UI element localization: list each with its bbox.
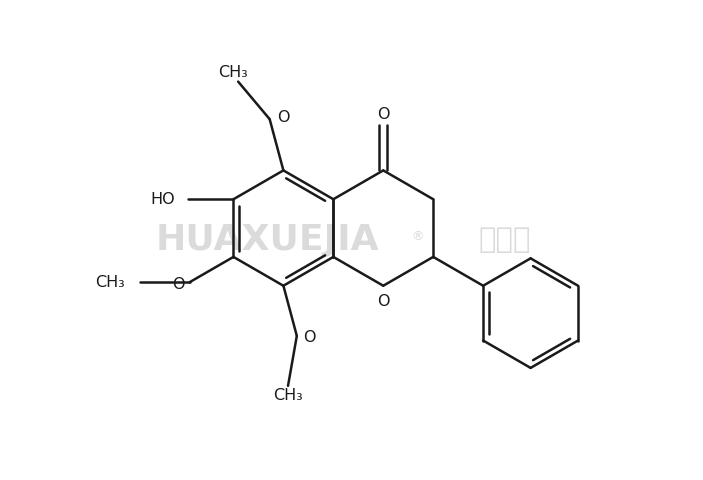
Text: HO: HO xyxy=(150,192,174,207)
Text: O: O xyxy=(303,330,315,345)
Text: O: O xyxy=(377,294,389,309)
Text: CH₃: CH₃ xyxy=(273,388,303,403)
Text: ®: ® xyxy=(412,230,424,243)
Text: 化学加: 化学加 xyxy=(479,226,531,254)
Text: O: O xyxy=(377,107,389,122)
Text: CH₃: CH₃ xyxy=(95,275,124,290)
Text: HUAXUEJIA: HUAXUEJIA xyxy=(156,223,380,257)
Text: O: O xyxy=(276,109,289,125)
Text: O: O xyxy=(172,277,185,292)
Text: CH₃: CH₃ xyxy=(219,65,248,80)
